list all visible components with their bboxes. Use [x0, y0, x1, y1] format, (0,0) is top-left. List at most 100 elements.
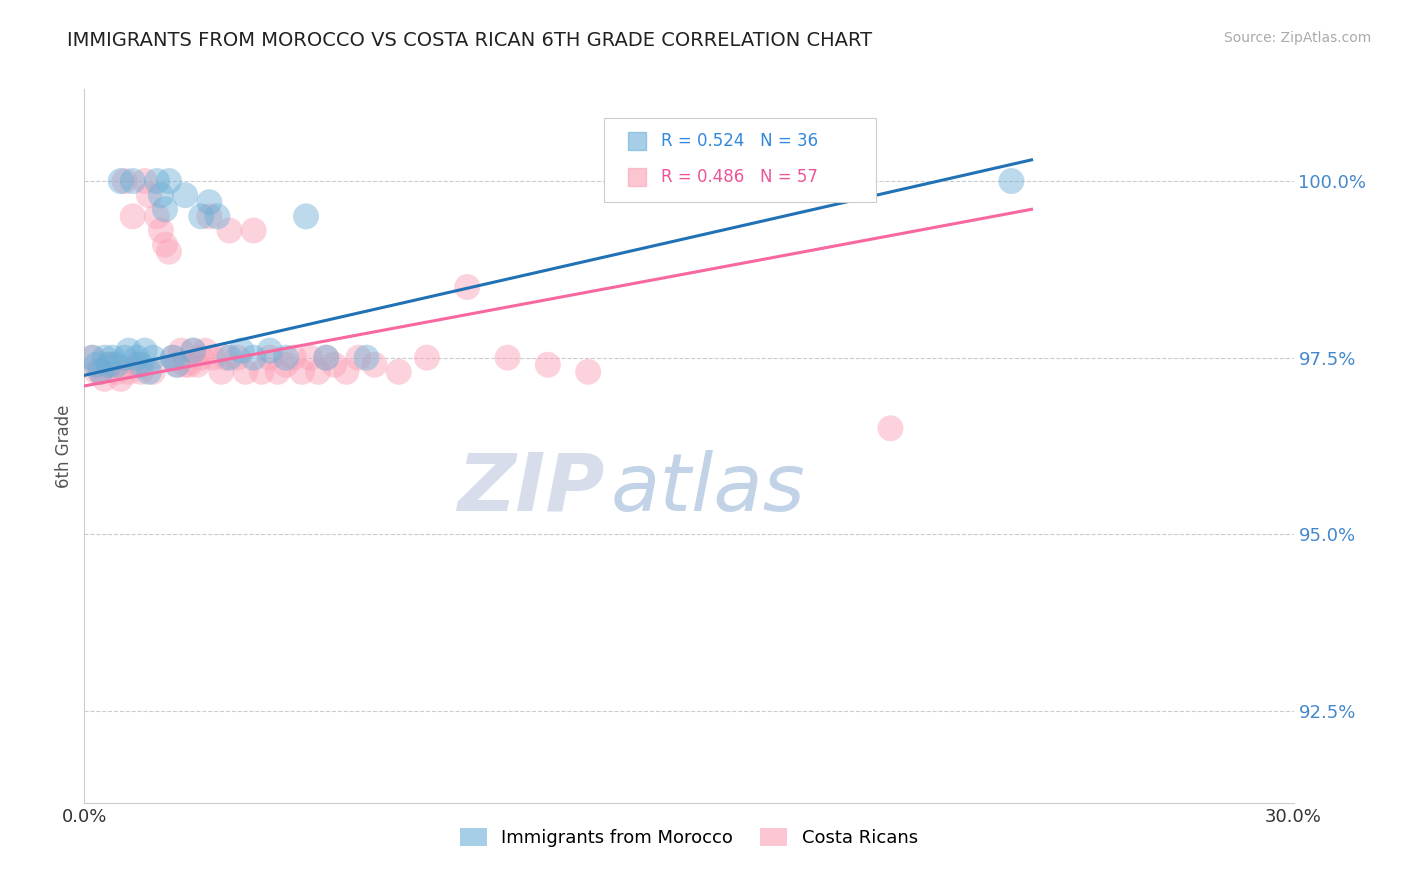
Point: [274, 351, 297, 365]
Point: [166, 358, 188, 372]
Point: [267, 365, 290, 379]
Point: [118, 343, 141, 358]
Legend: Immigrants from Morocco, Costa Ricans: Immigrants from Morocco, Costa Ricans: [453, 821, 925, 855]
Point: [129, 358, 152, 372]
Point: [198, 195, 221, 210]
Point: [242, 223, 264, 237]
Point: [214, 351, 236, 365]
Point: [190, 210, 212, 224]
Text: ZIP: ZIP: [457, 450, 605, 528]
Point: [226, 351, 249, 365]
Point: [315, 351, 337, 365]
Point: [125, 358, 148, 372]
Point: [146, 174, 169, 188]
Point: [299, 351, 322, 365]
Point: [89, 365, 111, 379]
Point: [105, 365, 128, 379]
Point: [138, 365, 160, 379]
Point: [181, 343, 204, 358]
Point: [259, 351, 281, 365]
Point: [416, 351, 439, 365]
Point: [181, 343, 204, 358]
Point: [231, 343, 253, 358]
Y-axis label: 6th Grade: 6th Grade: [55, 404, 73, 488]
Point: [82, 351, 104, 365]
Point: [134, 174, 156, 188]
Point: [218, 223, 240, 237]
Point: [166, 358, 188, 372]
Point: [356, 351, 378, 365]
Point: [174, 358, 197, 372]
Point: [114, 174, 136, 188]
Point: [157, 244, 180, 259]
Point: [235, 365, 257, 379]
Point: [134, 343, 156, 358]
Point: [121, 174, 143, 188]
Point: [114, 351, 136, 365]
Point: [242, 351, 264, 365]
Point: [1000, 174, 1022, 188]
Point: [207, 210, 229, 224]
Point: [179, 358, 201, 372]
Point: [110, 372, 132, 386]
Text: Source: ZipAtlas.com: Source: ZipAtlas.com: [1223, 31, 1371, 45]
Point: [82, 351, 104, 365]
Point: [295, 210, 318, 224]
Point: [142, 365, 165, 379]
Point: [388, 365, 411, 379]
Text: R = 0.524   N = 36: R = 0.524 N = 36: [661, 132, 818, 150]
Point: [307, 365, 329, 379]
Point: [218, 351, 240, 365]
Point: [198, 210, 221, 224]
Point: [97, 358, 120, 372]
Point: [879, 421, 901, 435]
Point: [89, 365, 111, 379]
Point: [93, 351, 115, 365]
Point: [157, 174, 180, 188]
Point: [283, 351, 305, 365]
Point: [121, 210, 143, 224]
Point: [118, 365, 141, 379]
Point: [138, 188, 160, 202]
Point: [363, 358, 385, 372]
Point: [456, 280, 478, 294]
Text: atlas: atlas: [610, 450, 806, 528]
Point: [250, 365, 273, 379]
Point: [170, 343, 193, 358]
Point: [194, 343, 217, 358]
Point: [174, 188, 197, 202]
Point: [93, 372, 115, 386]
Point: [125, 351, 148, 365]
Point: [347, 351, 370, 365]
Point: [496, 351, 519, 365]
Point: [162, 351, 184, 365]
Point: [110, 174, 132, 188]
Point: [209, 365, 232, 379]
Point: [291, 365, 314, 379]
Point: [146, 210, 169, 224]
Point: [153, 202, 176, 217]
Point: [576, 365, 599, 379]
Point: [149, 188, 172, 202]
Point: [190, 351, 212, 365]
Point: [323, 358, 346, 372]
Point: [537, 358, 560, 372]
Point: [86, 358, 108, 372]
Point: [315, 351, 337, 365]
Point: [105, 358, 128, 372]
FancyBboxPatch shape: [605, 118, 876, 202]
Point: [101, 351, 124, 365]
Point: [162, 351, 184, 365]
Point: [153, 237, 176, 252]
Point: [97, 358, 120, 372]
Point: [186, 358, 208, 372]
Point: [86, 365, 108, 379]
Text: R = 0.486   N = 57: R = 0.486 N = 57: [661, 168, 818, 186]
Point: [259, 343, 281, 358]
Point: [335, 365, 357, 379]
Point: [149, 223, 172, 237]
Point: [101, 358, 124, 372]
Point: [129, 365, 152, 379]
Point: [202, 351, 225, 365]
Point: [274, 358, 297, 372]
